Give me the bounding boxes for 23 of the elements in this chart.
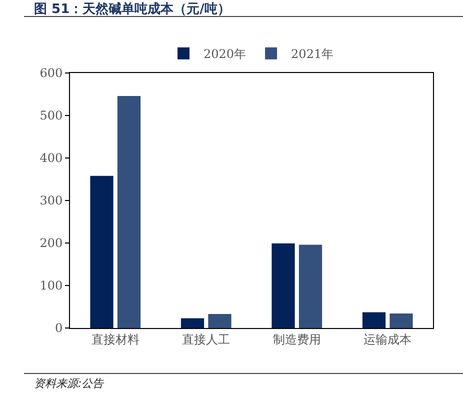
legend-label: 2020年 — [204, 47, 246, 62]
y-tick-label: 200 — [40, 236, 63, 250]
bar — [180, 318, 204, 328]
y-tick-label: 400 — [40, 151, 63, 166]
y-tick-label: 100 — [40, 278, 63, 293]
bar — [390, 314, 413, 328]
y-tick-label: 600 — [40, 66, 63, 80]
x-tick-label: 直接材料 — [91, 332, 140, 346]
chart-title: 图 51：天然碱单吨成本（元/吨） — [34, 1, 230, 18]
bar — [362, 312, 386, 328]
x-tick-label: 制造费用 — [272, 332, 321, 346]
bar — [272, 243, 295, 328]
bar — [90, 176, 114, 328]
y-tick-label: 500 — [40, 108, 63, 123]
y-tick-label: 0 — [54, 321, 63, 336]
bar — [208, 314, 232, 328]
bar — [117, 96, 141, 328]
legend-label: 2021年 — [291, 47, 334, 62]
y-tick-label: 300 — [40, 194, 63, 208]
bar — [298, 244, 322, 328]
x-tick-label: 直接人工 — [182, 332, 230, 346]
text: 资料来源:公告 — [34, 376, 104, 391]
x-tick-label: 运输成本 — [364, 332, 412, 346]
